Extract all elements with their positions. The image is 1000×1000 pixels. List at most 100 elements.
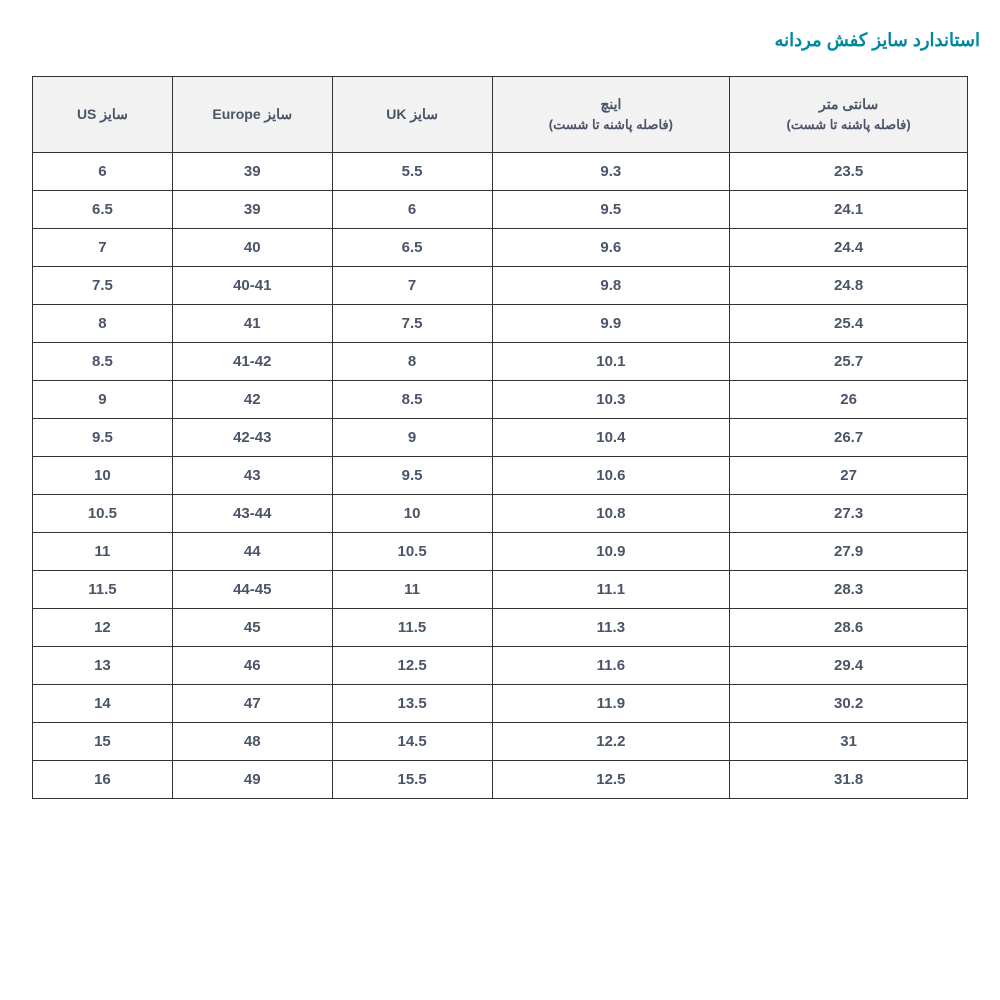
table-cell: 39 — [172, 191, 332, 229]
table-cell: 29.4 — [730, 647, 968, 685]
table-row: 164915.512.531.8 — [33, 761, 968, 799]
table-cell: 12.5 — [492, 761, 730, 799]
table-row: 8417.59.925.4 — [33, 305, 968, 343]
table-cell: 11.3 — [492, 609, 730, 647]
table-cell: 11.5 — [332, 609, 492, 647]
table-cell: 40 — [172, 229, 332, 267]
th-inch-sub: (فاصله پاشنه تا شست) — [497, 115, 726, 136]
table-cell: 24.8 — [730, 267, 968, 305]
table-cell: 11.5 — [33, 571, 173, 609]
table-body: 6395.59.323.56.53969.524.17406.59.624.47… — [33, 153, 968, 799]
table-cell: 26 — [730, 381, 968, 419]
table-cell: 10 — [332, 495, 492, 533]
th-uk-main: سایز UK — [386, 106, 438, 122]
table-cell: 11 — [33, 533, 173, 571]
table-cell: 10.6 — [492, 457, 730, 495]
table-row: 124511.511.328.6 — [33, 609, 968, 647]
table-cell: 10.1 — [492, 343, 730, 381]
table-cell: 15 — [33, 723, 173, 761]
table-header-row: سایز US سایز Europe سایز UK اینچ (فاصله … — [33, 77, 968, 153]
table-row: 7406.59.624.4 — [33, 229, 968, 267]
table-cell: 48 — [172, 723, 332, 761]
table-cell: 14 — [33, 685, 173, 723]
th-europe-main: سایز Europe — [212, 106, 292, 122]
table-cell: 44 — [172, 533, 332, 571]
table-cell: 7.5 — [332, 305, 492, 343]
table-cell: 25.7 — [730, 343, 968, 381]
table-cell: 11.9 — [492, 685, 730, 723]
table-cell: 10 — [33, 457, 173, 495]
th-us: سایز US — [33, 77, 173, 153]
table-cell: 23.5 — [730, 153, 968, 191]
table-row: 6.53969.524.1 — [33, 191, 968, 229]
table-cell: 30.2 — [730, 685, 968, 723]
table-row: 6395.59.323.5 — [33, 153, 968, 191]
table-cell: 6.5 — [332, 229, 492, 267]
table-cell: 31.8 — [730, 761, 968, 799]
table-cell: 45 — [172, 609, 332, 647]
table-cell: 9.8 — [492, 267, 730, 305]
table-cell: 43-44 — [172, 495, 332, 533]
table-cell: 16 — [33, 761, 173, 799]
table-cell: 46 — [172, 647, 332, 685]
table-cell: 12.5 — [332, 647, 492, 685]
table-row: 10.543-441010.827.3 — [33, 495, 968, 533]
table-cell: 41-42 — [172, 343, 332, 381]
table-cell: 7 — [332, 267, 492, 305]
table-cell: 10.5 — [33, 495, 173, 533]
th-cm: سانتی متر (فاصله پاشنه تا شست) — [730, 77, 968, 153]
table-cell: 5.5 — [332, 153, 492, 191]
table-cell: 10.9 — [492, 533, 730, 571]
table-cell: 39 — [172, 153, 332, 191]
table-cell: 25.4 — [730, 305, 968, 343]
table-cell: 28.6 — [730, 609, 968, 647]
table-row: 8.541-42810.125.7 — [33, 343, 968, 381]
table-cell: 9 — [33, 381, 173, 419]
table-cell: 11.6 — [492, 647, 730, 685]
table-cell: 6.5 — [33, 191, 173, 229]
table-cell: 47 — [172, 685, 332, 723]
table-cell: 10.4 — [492, 419, 730, 457]
table-cell: 13 — [33, 647, 173, 685]
th-europe: سایز Europe — [172, 77, 332, 153]
th-cm-main: سانتی متر — [819, 96, 878, 112]
table-cell: 6 — [33, 153, 173, 191]
table-cell: 13.5 — [332, 685, 492, 723]
table-cell: 7.5 — [33, 267, 173, 305]
table-row: 9428.510.326 — [33, 381, 968, 419]
table-cell: 14.5 — [332, 723, 492, 761]
table-cell: 12 — [33, 609, 173, 647]
table-cell: 9 — [332, 419, 492, 457]
page-title: استاندارد سایز کفش مردانه — [20, 30, 980, 51]
table-row: 7.540-4179.824.8 — [33, 267, 968, 305]
table-row: 114410.510.927.9 — [33, 533, 968, 571]
th-us-main: سایز US — [77, 106, 128, 122]
table-cell: 8.5 — [33, 343, 173, 381]
table-row: 9.542-43910.426.7 — [33, 419, 968, 457]
table-row: 10439.510.627 — [33, 457, 968, 495]
table-cell: 42-43 — [172, 419, 332, 457]
table-cell: 11.1 — [492, 571, 730, 609]
table-cell: 9.6 — [492, 229, 730, 267]
table-cell: 8.5 — [332, 381, 492, 419]
table-cell: 12.2 — [492, 723, 730, 761]
table-cell: 8 — [332, 343, 492, 381]
table-row: 154814.512.231 — [33, 723, 968, 761]
table-cell: 27.3 — [730, 495, 968, 533]
table-cell: 24.4 — [730, 229, 968, 267]
table-cell: 24.1 — [730, 191, 968, 229]
th-inch: اینچ (فاصله پاشنه تا شست) — [492, 77, 730, 153]
table-row: 11.544-451111.128.3 — [33, 571, 968, 609]
table-cell: 27.9 — [730, 533, 968, 571]
table-cell: 9.3 — [492, 153, 730, 191]
table-cell: 41 — [172, 305, 332, 343]
table-cell: 31 — [730, 723, 968, 761]
table-cell: 9.5 — [492, 191, 730, 229]
table-row: 144713.511.930.2 — [33, 685, 968, 723]
table-cell: 11 — [332, 571, 492, 609]
th-inch-main: اینچ — [600, 96, 621, 112]
th-cm-sub: (فاصله پاشنه تا شست) — [734, 115, 963, 136]
table-cell: 9.9 — [492, 305, 730, 343]
table-cell: 9.5 — [332, 457, 492, 495]
table-cell: 27 — [730, 457, 968, 495]
